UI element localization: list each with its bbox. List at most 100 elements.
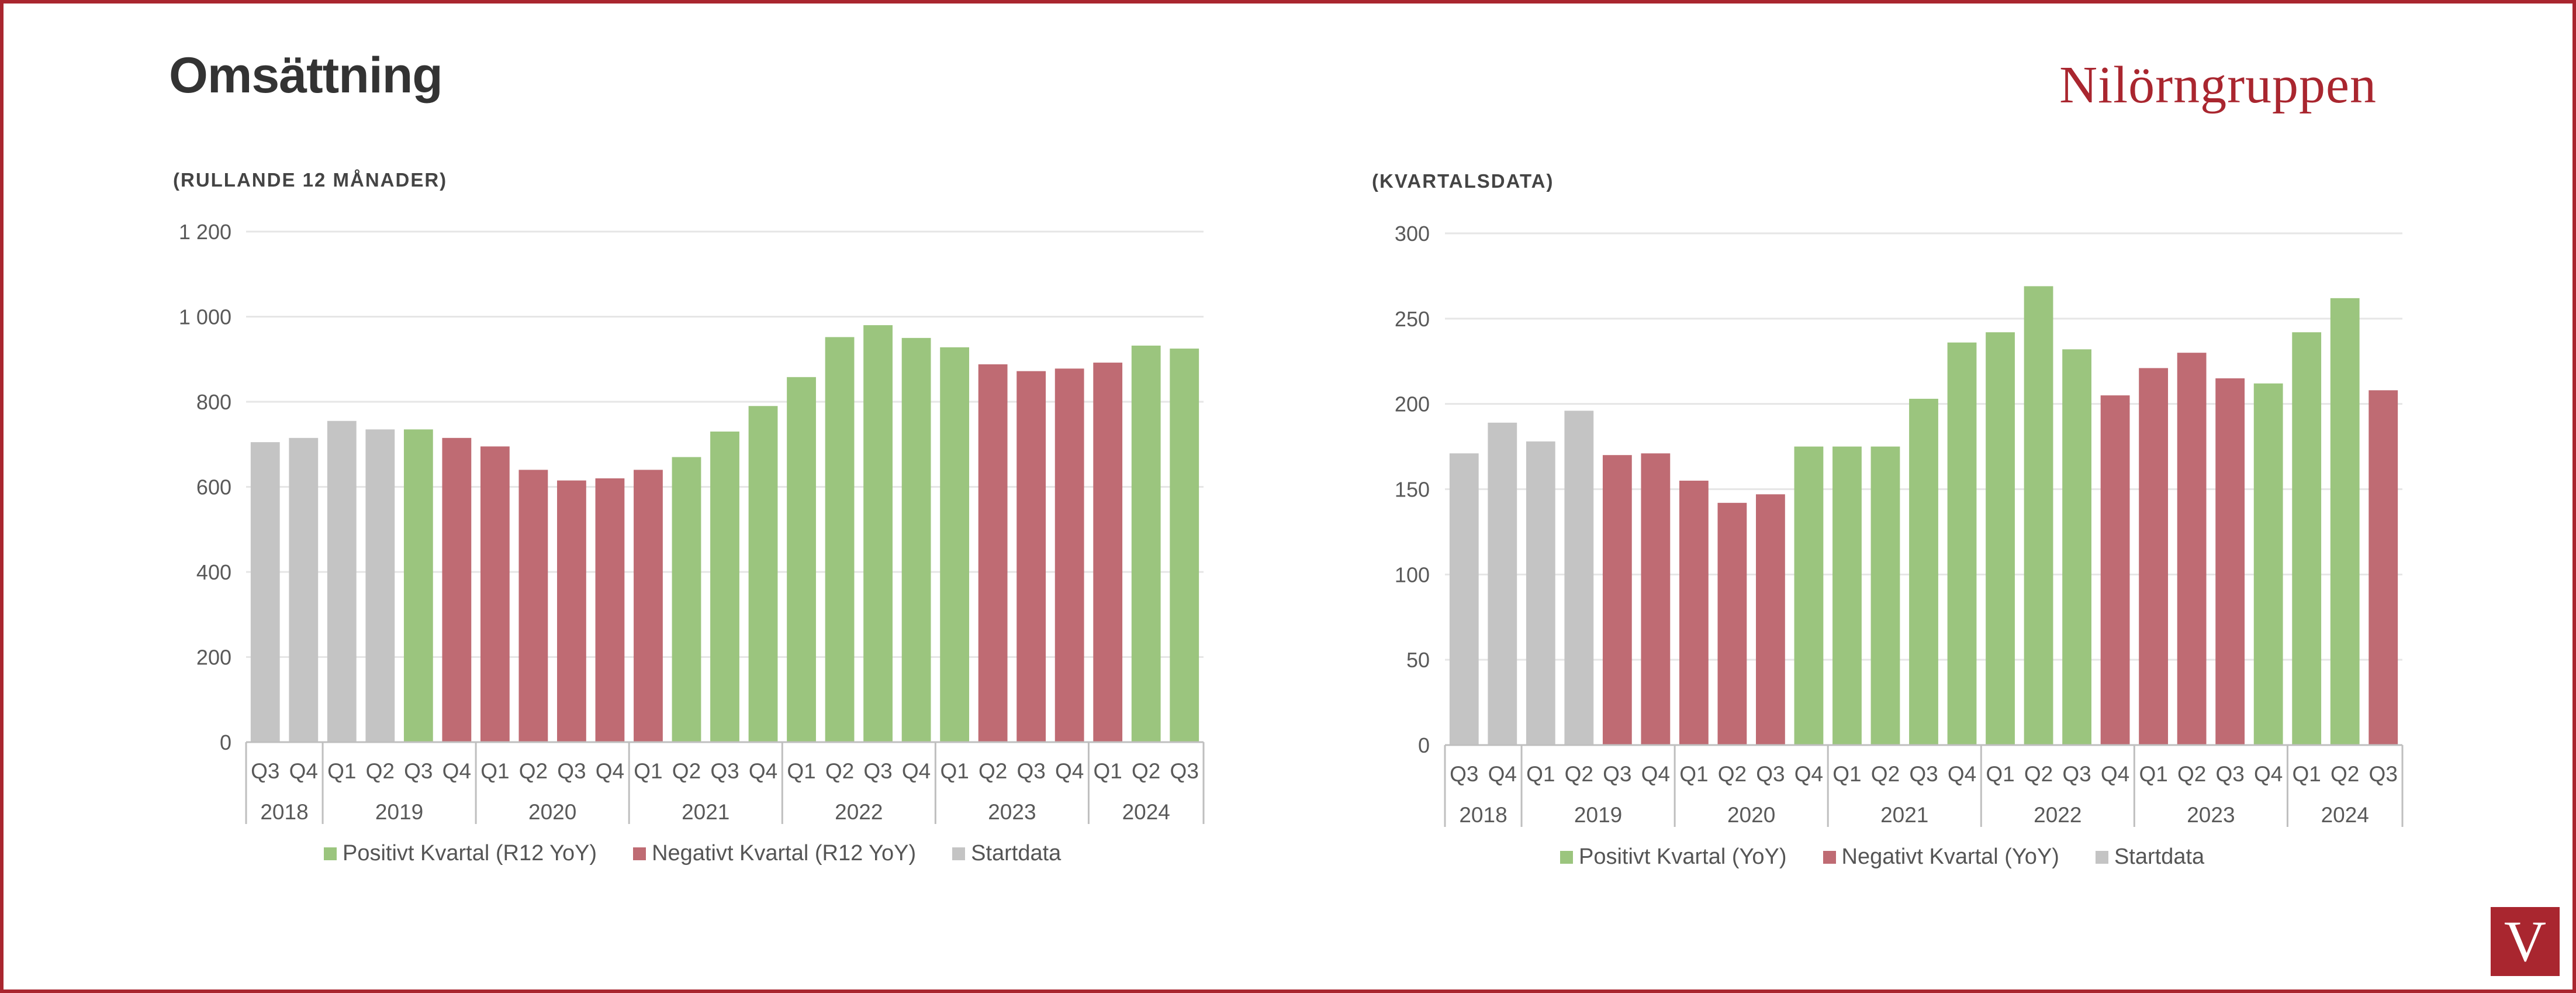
bar bbox=[1832, 446, 1862, 745]
x-tick-label: Q3 bbox=[1909, 762, 1938, 786]
legend-start: Startdata bbox=[2095, 844, 2205, 870]
bar bbox=[748, 406, 778, 742]
x-tick-label: Q2 bbox=[2177, 762, 2206, 786]
right-chart-subtitle: (KVARTALSDATA) bbox=[1372, 170, 1554, 192]
x-tick-label: Q1 bbox=[1832, 762, 1861, 786]
bar bbox=[480, 446, 510, 742]
x-tick-label: Q1 bbox=[940, 759, 969, 783]
bar bbox=[787, 377, 816, 742]
y-tick-label: 0 bbox=[1418, 733, 1430, 757]
bar bbox=[2330, 298, 2360, 745]
y-tick-label: 1 000 bbox=[179, 305, 231, 329]
bar bbox=[1909, 398, 1938, 745]
bar bbox=[1054, 368, 1084, 742]
x-tick-label: Q2 bbox=[672, 759, 701, 783]
x-tick-label: Q4 bbox=[1948, 762, 1976, 786]
year-label: 2020 bbox=[528, 800, 576, 824]
x-tick-label: Q2 bbox=[2024, 762, 2053, 786]
bar bbox=[710, 431, 739, 742]
x-tick-label: Q4 bbox=[1794, 762, 1823, 786]
y-tick-label: 200 bbox=[1395, 392, 1430, 416]
x-tick-label: Q3 bbox=[1450, 762, 1478, 786]
y-tick-label: 600 bbox=[196, 475, 231, 499]
x-tick-label: Q2 bbox=[1871, 762, 1900, 786]
bar bbox=[1756, 494, 1785, 745]
year-label: 2021 bbox=[1880, 803, 1928, 827]
bar bbox=[1986, 332, 2015, 745]
legend-start: Startdata bbox=[952, 841, 1061, 866]
x-tick-label: Q3 bbox=[1603, 762, 1631, 786]
x-tick-label: Q2 bbox=[1565, 762, 1593, 786]
x-tick-label: Q4 bbox=[1488, 762, 1517, 786]
bar bbox=[557, 480, 586, 742]
start-swatch-icon bbox=[952, 847, 966, 860]
year-label: 2024 bbox=[2321, 803, 2369, 827]
bar bbox=[1488, 422, 1517, 745]
bar bbox=[442, 437, 472, 742]
year-label: 2022 bbox=[835, 800, 883, 824]
x-tick-label: Q4 bbox=[289, 759, 318, 783]
bar bbox=[1602, 455, 1632, 745]
y-tick-label: 1 200 bbox=[179, 220, 231, 244]
year-label: 2020 bbox=[1727, 803, 1775, 827]
y-tick-label: 400 bbox=[196, 560, 231, 584]
page-title: Omsättning bbox=[169, 47, 443, 104]
start-swatch-icon bbox=[2095, 850, 2108, 864]
year-label: 2022 bbox=[2034, 803, 2081, 827]
bar bbox=[2215, 378, 2245, 745]
left-chart-subtitle: (RULLANDE 12 MÅNADER) bbox=[173, 169, 448, 191]
bar bbox=[901, 337, 931, 742]
bar bbox=[1794, 446, 1824, 745]
x-tick-label: Q4 bbox=[442, 759, 471, 783]
bar bbox=[1526, 441, 1555, 745]
year-label: 2023 bbox=[988, 800, 1036, 824]
bar bbox=[2177, 353, 2207, 745]
bar bbox=[863, 325, 893, 742]
legend-positive: Positivt Kvartal (R12 YoY) bbox=[324, 841, 597, 866]
year-label: 2023 bbox=[2187, 803, 2235, 827]
corner-logo-letter: V bbox=[2504, 909, 2547, 974]
x-tick-label: Q1 bbox=[634, 759, 662, 783]
legend-positive: Positivt Kvartal (YoY) bbox=[1560, 844, 1787, 870]
x-tick-label: Q2 bbox=[519, 759, 548, 783]
x-tick-label: Q4 bbox=[2254, 762, 2283, 786]
legend-start-label: Startdata bbox=[2114, 844, 2205, 869]
positive-swatch-icon bbox=[1560, 850, 1573, 864]
y-tick-label: 800 bbox=[196, 390, 231, 414]
x-tick-label: Q1 bbox=[327, 759, 356, 783]
bar bbox=[2100, 395, 2130, 745]
bar bbox=[1947, 342, 1977, 745]
x-tick-label: Q3 bbox=[404, 759, 433, 783]
bar bbox=[2062, 349, 2091, 745]
corner-logo: V bbox=[2491, 907, 2560, 976]
y-tick-label: 50 bbox=[1406, 648, 1430, 672]
bar bbox=[327, 420, 357, 742]
x-tick-label: Q3 bbox=[1016, 759, 1045, 783]
x-tick-label: Q1 bbox=[480, 759, 509, 783]
charts-canvas: 0 200 400 600 800 1 000 1 200 Q3 Q4 Q1 Q2 Q3 Q4 Q1 Q2 Q… bbox=[179, 220, 2404, 827]
x-tick-label: Q1 bbox=[1094, 759, 1122, 783]
right-bar-chart: 0 50 100 150 200 250 300 Q3 Q4 Q1 Q2 Q3 Q4 Q1 Q2 Q3 Q4 Q1… bbox=[1395, 222, 2404, 827]
x-tick-label: Q2 bbox=[366, 759, 395, 783]
left-legend: Positivt Kvartal (R12 YoY) Negativt Kvar… bbox=[324, 841, 1061, 866]
negative-swatch-icon bbox=[633, 847, 646, 860]
bar bbox=[825, 337, 855, 742]
legend-negative: Negativt Kvartal (R12 YoY) bbox=[633, 841, 916, 866]
bar bbox=[1641, 453, 1671, 745]
x-tick-label: Q4 bbox=[596, 759, 624, 783]
bar bbox=[2139, 368, 2169, 745]
x-tick-label: Q4 bbox=[2101, 762, 2129, 786]
bar bbox=[1449, 453, 1479, 745]
x-tick-label: Q2 bbox=[2330, 762, 2359, 786]
x-tick-label: Q4 bbox=[902, 759, 931, 783]
year-label: 2019 bbox=[375, 800, 423, 824]
bar bbox=[518, 470, 548, 742]
legend-positive-label: Positivt Kvartal (R12 YoY) bbox=[343, 841, 597, 866]
y-tick-label: 250 bbox=[1395, 307, 1430, 331]
x-tick-label: Q3 bbox=[2215, 762, 2244, 786]
legend-negative-label: Negativt Kvartal (YoY) bbox=[1841, 844, 2059, 869]
bar bbox=[1870, 446, 1900, 745]
bar bbox=[978, 364, 1008, 742]
bar bbox=[1131, 345, 1161, 742]
